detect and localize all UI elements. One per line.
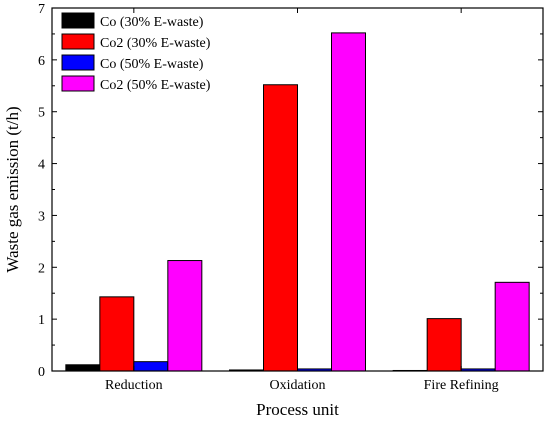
bar-co-30-0 [65,364,101,372]
y-tick-label: 2 [38,261,45,276]
x-axis: Reduction Oxidation Fire Refining [105,8,499,393]
bar-co-50-0 [133,361,169,372]
bar-co2-30-0 [99,296,135,372]
legend-swatch [61,75,95,92]
x-tick-label: Fire Refining [424,378,499,393]
y-axis-title: Waste gas emission (t/h) [3,106,22,272]
legend: Co (30% E-waste) Co2 (30% E-waste) Co (50%… [61,12,211,93]
y-tick-label: 7 [38,2,45,17]
y-tick-label: 0 [38,365,45,380]
bars-group [65,32,530,372]
legend-label: Co2 (50% E-waste) [100,78,211,93]
y-tick-label: 3 [38,209,45,224]
y-tick-label: 4 [38,158,45,173]
y-tick-label: 6 [38,54,45,69]
y-tick-label: 1 [38,313,45,328]
bar-co2-30-2 [426,318,462,372]
y-tick-label: 5 [38,106,45,121]
bar-co2-30-1 [263,84,298,372]
x-tick-label: Reduction [105,378,163,393]
x-tick-label: Oxidation [270,378,326,393]
legend-swatch [61,12,95,29]
legend-swatch [61,54,95,71]
legend-label: Co (50% E-waste) [100,57,204,72]
legend-swatch [61,33,95,50]
bar-co2-50-1 [331,32,366,372]
bar-co2-50-0 [167,260,203,372]
bar-co2-50-2 [494,281,530,372]
x-axis-title: Process unit [256,400,339,419]
legend-label: Co2 (30% E-waste) [100,36,211,51]
y-axis: 0 1 2 3 4 5 6 7 [38,2,543,380]
legend-label: Co (30% E-waste) [100,15,204,30]
